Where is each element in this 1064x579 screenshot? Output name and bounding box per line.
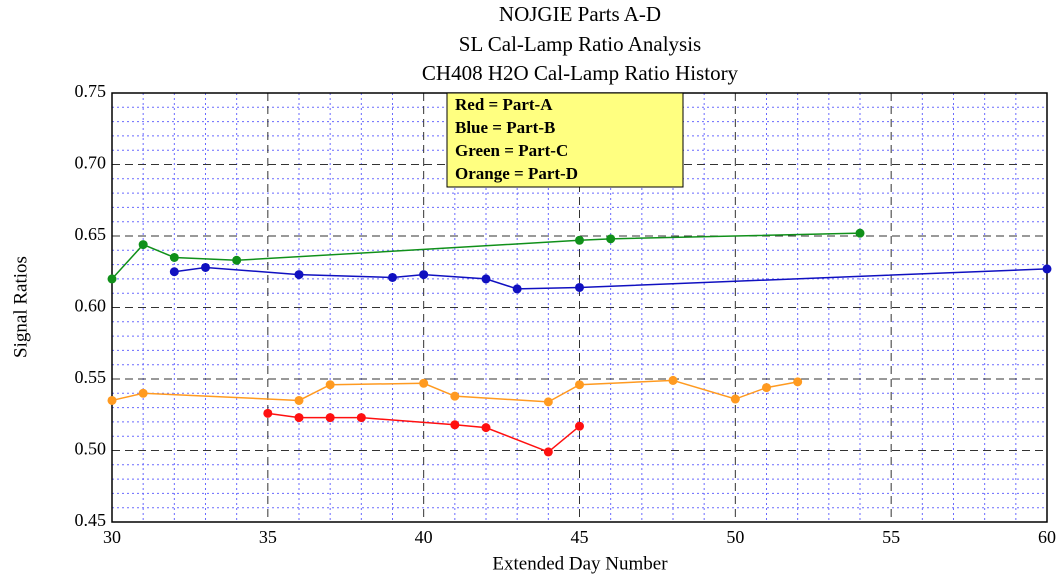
data-point [419,270,429,280]
data-point [512,284,522,294]
data-point [356,413,366,423]
data-point [855,228,865,238]
chart-title: SL Cal-Lamp Ratio Analysis [459,32,701,56]
data-point [543,447,553,457]
series-line [267,412,580,453]
data-point [419,378,429,388]
data-point [450,391,460,401]
data-point [107,395,117,405]
y-tick-label: 0.45 [75,510,107,530]
y-tick-label: 0.65 [75,224,107,244]
data-point [169,252,179,262]
data-point [263,408,273,418]
data-point [294,270,304,280]
data-point [232,255,242,265]
data-point [294,395,304,405]
legend-entry: Orange = Part-D [455,164,578,183]
data-point [138,388,148,398]
data-point [606,234,616,244]
data-point [793,377,803,387]
data-point [1042,264,1052,274]
data-point [138,240,148,250]
legend-entry: Red = Part-A [455,95,553,114]
chart-title: NOJGIE Parts A-D [499,2,661,26]
y-tick-label: 0.50 [75,439,107,459]
data-point [450,420,460,430]
data-point [762,383,771,393]
y-tick-label: 0.75 [75,81,107,101]
series-line [111,232,861,280]
x-tick-label: 40 [415,527,433,547]
data-point [294,413,304,423]
data-point [325,413,335,423]
legend-entry: Green = Part-C [455,141,568,160]
x-tick-label: 35 [259,527,277,547]
y-tick-label: 0.55 [75,367,107,387]
x-tick-label: 55 [882,527,900,547]
data-point [668,375,678,385]
data-point [481,423,491,433]
x-tick-label: 60 [1038,527,1056,547]
data-point [169,267,179,277]
chart-title: CH408 H2O Cal-Lamp Ratio History [422,61,739,85]
data-point [388,272,397,282]
y-axis-label: Signal Ratios [10,256,31,358]
data-point [575,282,584,292]
data-point [730,394,740,404]
data-point [481,274,491,284]
x-axis-label: Extended Day Number [492,553,668,574]
data-point [575,421,584,431]
y-tick-label: 0.70 [75,153,107,173]
series-line [111,379,798,403]
y-tick-label: 0.60 [75,296,107,316]
x-tick-label: 45 [571,527,589,547]
data-point [201,262,210,272]
data-point [543,397,553,407]
data-point [107,274,117,284]
data-point [575,380,584,390]
data-point [575,235,584,245]
x-tick-label: 50 [726,527,744,547]
legend-box [446,92,684,188]
legend-entry: Blue = Part-B [455,118,555,137]
data-point [325,380,335,390]
x-tick-label: 30 [103,527,121,547]
